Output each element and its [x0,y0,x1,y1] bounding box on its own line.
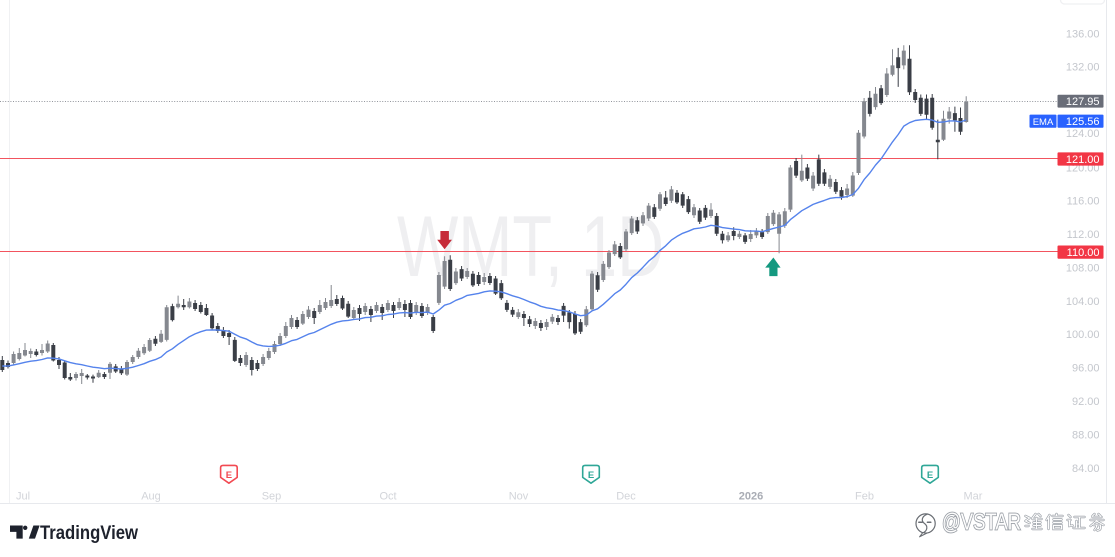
svg-text:125.56: 125.56 [1066,116,1100,128]
svg-text:84.00: 84.00 [1072,463,1100,475]
svg-text:Jul: Jul [16,491,30,503]
svg-text:Feb: Feb [855,491,874,503]
svg-text:127.95: 127.95 [1066,96,1100,108]
svg-text:104.00: 104.00 [1066,296,1100,308]
svg-text:Dec: Dec [616,491,636,503]
svg-text:92.00: 92.00 [1072,396,1100,408]
svg-text:Nov: Nov [509,491,529,503]
svg-text:121.00: 121.00 [1066,154,1100,166]
svg-text:124.00: 124.00 [1066,128,1100,140]
svg-text:132.00: 132.00 [1066,61,1100,73]
svg-text:Oct: Oct [379,491,396,503]
svg-text:Aug: Aug [141,491,161,503]
svg-text:100.00: 100.00 [1066,329,1100,341]
svg-text:E: E [927,470,933,481]
svg-text:112.00: 112.00 [1067,229,1100,241]
svg-text:Sep: Sep [262,491,282,503]
svg-text:E: E [588,470,594,481]
svg-text:116.00: 116.00 [1067,196,1100,208]
svg-text:@VSTAR: @VSTAR [942,509,1021,535]
svg-text:110.00: 110.00 [1067,247,1100,259]
svg-text:136.00: 136.00 [1066,28,1100,40]
svg-text:96.00: 96.00 [1072,363,1100,375]
svg-text:TradingView: TradingView [40,523,138,544]
svg-text:108.00: 108.00 [1066,262,1100,274]
svg-text:2026: 2026 [739,491,763,503]
svg-text:88.00: 88.00 [1072,430,1100,442]
svg-text:E: E [226,470,232,481]
svg-text:EMA: EMA [1033,117,1054,128]
svg-text:Mar: Mar [964,491,983,503]
